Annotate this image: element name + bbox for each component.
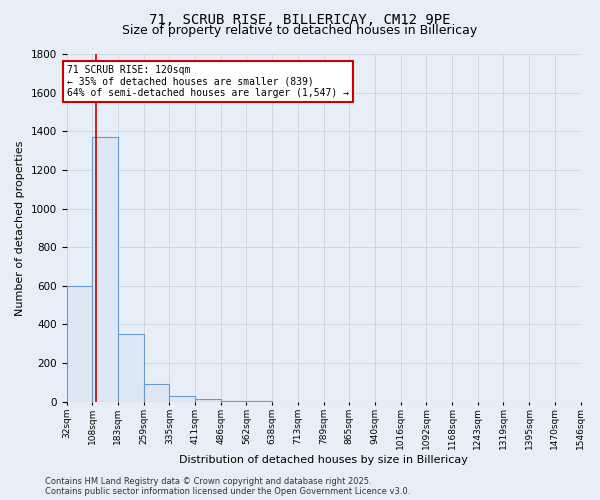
Text: 71, SCRUB RISE, BILLERICAY, CM12 9PE: 71, SCRUB RISE, BILLERICAY, CM12 9PE — [149, 12, 451, 26]
Y-axis label: Number of detached properties: Number of detached properties — [15, 140, 25, 316]
Bar — [118, 334, 143, 402]
Text: Size of property relative to detached houses in Billericay: Size of property relative to detached ho… — [122, 24, 478, 37]
Text: Contains HM Land Registry data © Crown copyright and database right 2025.
Contai: Contains HM Land Registry data © Crown c… — [45, 476, 410, 496]
Bar — [143, 384, 169, 402]
Bar — [67, 286, 92, 402]
Bar — [92, 137, 118, 402]
Bar — [169, 396, 195, 402]
Text: 71 SCRUB RISE: 120sqm
← 35% of detached houses are smaller (839)
64% of semi-det: 71 SCRUB RISE: 120sqm ← 35% of detached … — [67, 64, 349, 98]
Bar — [195, 399, 221, 402]
Bar — [221, 401, 247, 402]
X-axis label: Distribution of detached houses by size in Billericay: Distribution of detached houses by size … — [179, 455, 468, 465]
